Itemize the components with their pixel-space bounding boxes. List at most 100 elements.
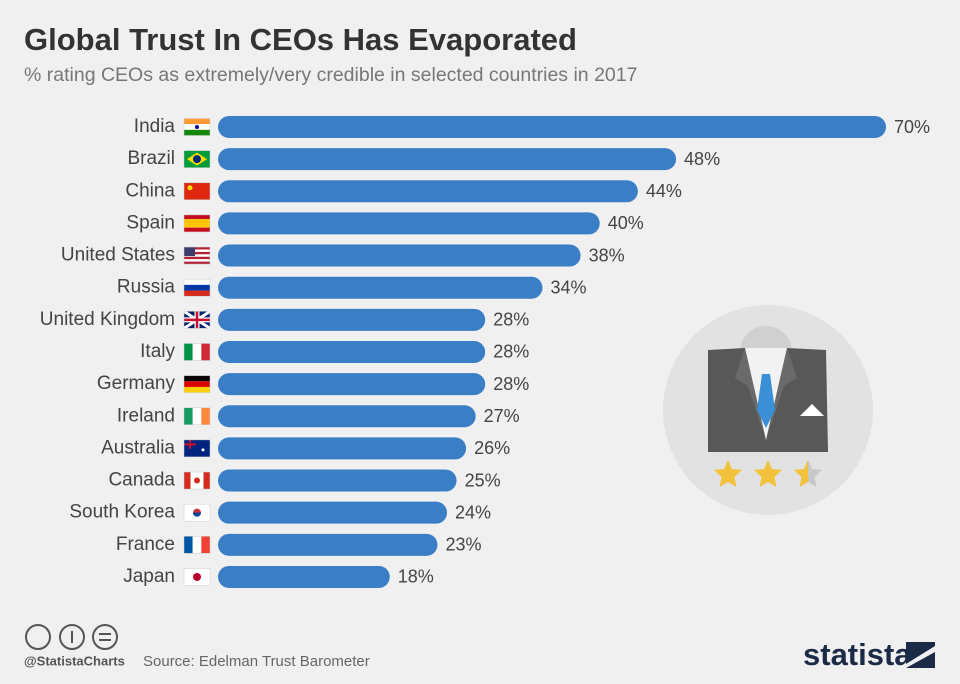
nd-icon bbox=[92, 624, 118, 650]
value-label: 28% bbox=[493, 310, 529, 330]
cc-icon bbox=[25, 624, 51, 650]
flag-part bbox=[184, 256, 210, 260]
flag-border bbox=[183, 311, 211, 329]
flag-part bbox=[184, 261, 210, 265]
flag-part bbox=[201, 407, 210, 425]
value-label: 27% bbox=[484, 406, 520, 426]
flag-part bbox=[201, 448, 205, 452]
bar bbox=[218, 373, 486, 396]
bar bbox=[218, 501, 448, 524]
flag-part bbox=[197, 472, 204, 490]
flag-part bbox=[184, 227, 210, 232]
category-label: Ireland bbox=[117, 405, 175, 426]
category-label: Brazil bbox=[127, 148, 175, 169]
category-label: United Kingdom bbox=[40, 309, 175, 330]
source: Source: Edelman Trust Barometer bbox=[143, 653, 370, 670]
flag-part bbox=[194, 477, 200, 484]
category-label: Russia bbox=[117, 277, 176, 298]
category-label: Australia bbox=[101, 437, 175, 458]
value-label: 25% bbox=[465, 470, 501, 490]
value-label: 40% bbox=[608, 213, 644, 233]
bar bbox=[218, 340, 486, 363]
star bbox=[714, 460, 742, 487]
bar bbox=[218, 308, 486, 331]
flag-part bbox=[184, 381, 210, 387]
flag bbox=[183, 182, 211, 201]
flag-part bbox=[184, 439, 210, 457]
flag-part bbox=[184, 386, 210, 393]
category-label: Canada bbox=[108, 470, 175, 491]
category-label: United States bbox=[61, 245, 175, 266]
flag-border bbox=[183, 471, 211, 490]
bar bbox=[218, 565, 390, 588]
icon-glyph bbox=[71, 631, 111, 643]
flag-part bbox=[184, 247, 195, 257]
value-label: 28% bbox=[493, 374, 529, 394]
value-label: 23% bbox=[445, 535, 481, 555]
flag-part bbox=[184, 279, 210, 285]
flag bbox=[183, 343, 211, 361]
flag-part bbox=[184, 247, 210, 250]
flag bbox=[183, 246, 211, 265]
flag bbox=[183, 310, 211, 330]
category-label: China bbox=[125, 180, 175, 201]
bar bbox=[218, 276, 543, 299]
flag-border bbox=[183, 150, 211, 168]
credit: @StatistaCharts bbox=[24, 653, 125, 668]
flag bbox=[183, 150, 211, 168]
pocket-square bbox=[800, 404, 824, 416]
flag bbox=[183, 503, 211, 522]
category-label: Japan bbox=[123, 566, 175, 587]
flag-border bbox=[183, 375, 211, 393]
value-label: 24% bbox=[455, 502, 491, 522]
flag-part bbox=[184, 311, 210, 329]
star-half bbox=[794, 460, 808, 487]
flag-part bbox=[184, 182, 210, 200]
flag bbox=[183, 536, 211, 554]
flag-part bbox=[184, 472, 191, 490]
value-label: 48% bbox=[684, 149, 720, 169]
chart-subtitle: % rating CEOs as extremely/very credible… bbox=[24, 64, 637, 86]
bar bbox=[218, 212, 600, 235]
bar bbox=[218, 533, 438, 556]
flag-part bbox=[184, 251, 210, 255]
flag bbox=[183, 568, 211, 586]
flag-part bbox=[193, 155, 201, 164]
flag-part bbox=[184, 259, 210, 262]
flag-border bbox=[183, 503, 211, 522]
flag-part bbox=[195, 125, 199, 129]
flag-border bbox=[183, 214, 211, 233]
flag-part bbox=[184, 375, 210, 382]
flag bbox=[183, 375, 211, 393]
flag-part bbox=[184, 407, 193, 425]
flag-part bbox=[190, 472, 197, 490]
plot: India 70% Brazil 48% China 44% Spain 40% United … bbox=[40, 116, 930, 588]
flag-part bbox=[184, 536, 193, 554]
value-label: 70% bbox=[894, 117, 930, 137]
flag-part bbox=[184, 129, 210, 136]
chart-title: Global Trust In CEOs Has Evaporated bbox=[24, 22, 577, 57]
flag-part bbox=[184, 343, 193, 361]
bar bbox=[218, 437, 467, 460]
category-label: India bbox=[134, 116, 176, 137]
value-label: 38% bbox=[589, 245, 625, 265]
category-label: Spain bbox=[126, 212, 175, 233]
flag-part bbox=[184, 118, 210, 125]
flag bbox=[183, 214, 211, 233]
flag-border bbox=[183, 182, 211, 201]
flag bbox=[183, 118, 211, 136]
value-label: 28% bbox=[493, 342, 529, 362]
category-label: South Korea bbox=[69, 502, 175, 523]
bar bbox=[218, 116, 886, 138]
flag-part bbox=[187, 185, 193, 191]
flag-part bbox=[201, 536, 210, 554]
flag-part bbox=[184, 254, 210, 257]
flag-border bbox=[183, 246, 211, 265]
flag-part bbox=[184, 439, 196, 449]
flag-part bbox=[192, 343, 202, 361]
flag-part bbox=[184, 219, 210, 224]
flag-part bbox=[203, 472, 210, 490]
flag-part bbox=[192, 536, 202, 554]
flag-border bbox=[183, 278, 211, 297]
